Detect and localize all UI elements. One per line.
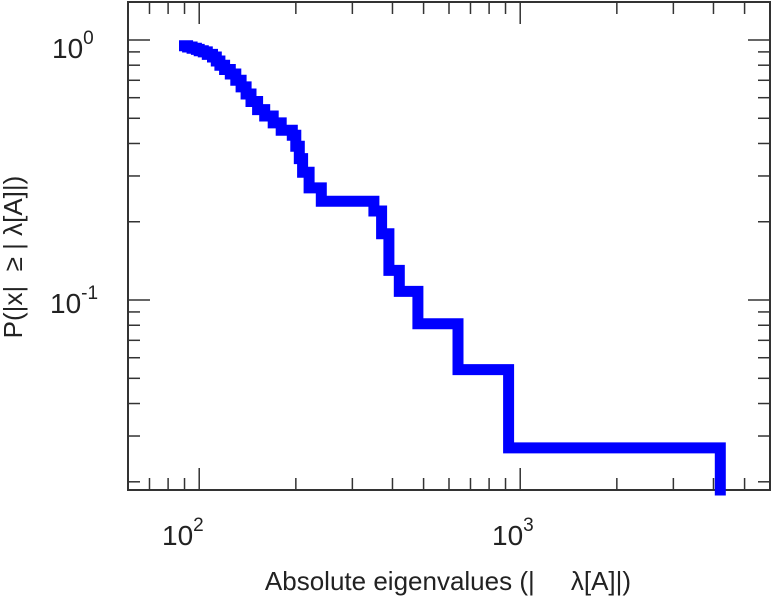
x-tick-label-100: 102 (162, 515, 204, 551)
series-line (179, 40, 726, 496)
axis-ticks (127, 2, 771, 490)
y-tick-label-1: 100 (52, 28, 94, 64)
y-axis-label: P(|x| ≥ | λ[A]|) (0, 176, 28, 339)
plot-frame (127, 1, 771, 491)
x-tick-label-1000: 103 (492, 515, 534, 551)
x-axis-label: Absolute eigenvalues (| λ[A]|) (265, 566, 631, 596)
y-tick-label-0.1: 10-1 (50, 283, 98, 319)
